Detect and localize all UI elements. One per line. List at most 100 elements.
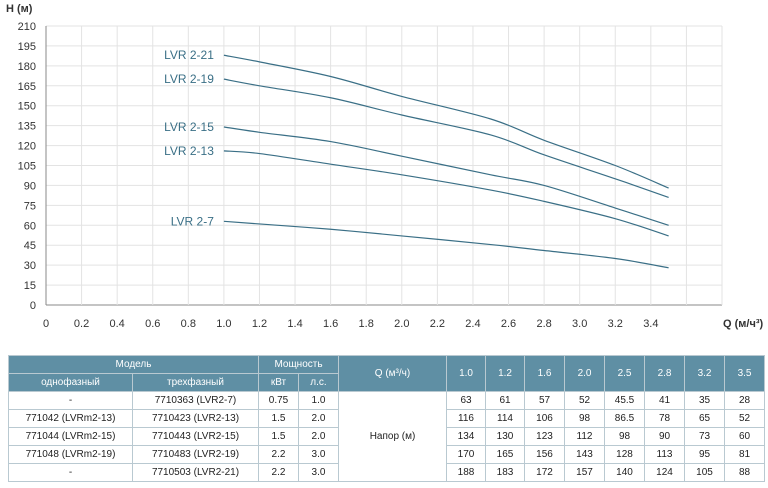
three-phase-model: 7710423 (LVR2-13): [132, 409, 259, 428]
head-value: 98: [604, 427, 646, 446]
x-axis-title: Q (м/ч³): [723, 318, 764, 330]
y-tick-label: 180: [18, 61, 36, 73]
x-tick-label: 0.8: [181, 318, 196, 330]
head-value: 61: [485, 391, 526, 410]
q-value-header: 3.2: [684, 355, 726, 392]
q-value-header: 2.8: [644, 355, 686, 392]
series-line: [223, 78, 669, 198]
head-value: 90: [644, 427, 686, 446]
three-phase-header: трехфазный: [132, 373, 259, 392]
x-tick-label: 2.2: [430, 318, 445, 330]
power-kw: 0.75: [258, 391, 299, 410]
table-row: 771042 (LVRm2-13) 7710423 (LVR2-13) 1.5 2.0…: [8, 409, 766, 428]
head-value: 45.5: [604, 391, 646, 410]
power-header: Мощность: [257, 355, 340, 374]
head-value: 130: [485, 427, 526, 446]
single-phase-model: -: [8, 391, 133, 410]
head-value: 98: [564, 409, 606, 428]
head-value: 57: [524, 391, 566, 410]
flow-header-text: Q (м³/ч): [374, 368, 411, 379]
single-phase-model: 771048 (LVRm2-19): [8, 445, 133, 464]
spec-table-header: Модель Мощность Q (м³/ч) 1.0 1.2 1.6 2.0…: [8, 355, 766, 392]
head-value: 60: [724, 427, 766, 446]
head-value: 140: [604, 463, 646, 482]
single-phase-model: 771044 (LVRm2-15): [8, 427, 133, 446]
y-tick-label: 45: [24, 240, 36, 252]
x-tick-label: 1.0: [216, 318, 231, 330]
head-value: 52: [724, 409, 766, 428]
x-tick-label: 1.4: [287, 318, 302, 330]
series-label: LVR 2-7: [171, 214, 214, 228]
x-tick-label: 2.4: [465, 318, 480, 330]
flow-header: Q (м³/ч): [338, 355, 448, 392]
hp-header: л.с.: [297, 373, 340, 392]
head-value: 183: [485, 463, 526, 482]
model-header: Модель: [8, 355, 259, 374]
chart-curves: [223, 54, 669, 269]
x-tick-label: 3.0: [572, 318, 587, 330]
three-phase-model: 7710503 (LVR2-21): [132, 463, 259, 482]
power-hp: 2.0: [297, 409, 340, 428]
head-value: 116: [446, 409, 487, 428]
head-value: 157: [564, 463, 606, 482]
power-kw: 2.2: [258, 463, 299, 482]
series-label: LVR 2-21: [164, 48, 214, 62]
head-value: 52: [564, 391, 606, 410]
x-tick-label: 2.6: [501, 318, 516, 330]
head-value: 156: [524, 445, 566, 464]
head-value: 41: [644, 391, 686, 410]
q-value-header: 3.5: [724, 355, 766, 392]
y-tick-label: 0: [30, 300, 36, 312]
single-phase-header: однофазный: [8, 373, 133, 392]
head-value: 165: [485, 445, 526, 464]
table-row: -7710363 (LVR2-7) 0.75 1.0 Напор (м) 63 61 57 5…: [8, 391, 766, 482]
head-value: 112: [564, 427, 606, 446]
x-tick-label: 1.2: [252, 318, 267, 330]
head-value: 123: [524, 427, 566, 446]
single-phase-model: 771042 (LVRm2-13): [8, 409, 133, 428]
y-tick-label: 165: [18, 81, 36, 93]
head-value: 28: [724, 391, 766, 410]
y-tick-label: 15: [24, 280, 36, 292]
head-value: 106: [524, 409, 566, 428]
series-label: LVR 2-13: [164, 144, 214, 158]
power-kw: 1.5: [258, 427, 299, 446]
power-kw: 2.2: [258, 445, 299, 464]
x-tick-label: 0.6: [145, 318, 160, 330]
head-value: 172: [524, 463, 566, 482]
x-tick-label: 1.8: [359, 318, 374, 330]
three-phase-model: 7710443 (LVR2-15): [132, 427, 259, 446]
head-value: 78: [644, 409, 686, 428]
series-line: [223, 220, 669, 269]
y-tick-label: 75: [24, 200, 36, 212]
q-value-header: 2.5: [604, 355, 646, 392]
head-value: 170: [446, 445, 487, 464]
y-tick-label: 195: [18, 41, 36, 53]
head-value: 73: [684, 427, 726, 446]
head-value: 65: [684, 409, 726, 428]
head-value: 105: [684, 463, 726, 482]
q-value-header: 1.6: [524, 355, 566, 392]
y-tick-label: 60: [24, 220, 36, 232]
chart-grid: [45, 25, 723, 306]
series-line: [223, 126, 669, 226]
head-value: 128: [604, 445, 646, 464]
power-hp: 3.0: [297, 445, 340, 464]
head-value: 143: [564, 445, 606, 464]
head-label: Напор (м): [369, 431, 416, 442]
pump-spec-table: Модель Мощность Q (м³/ч) 1.0 1.2 1.6 2.0…: [8, 355, 766, 482]
x-tick-label: 3.2: [608, 318, 623, 330]
y-tick-label: 150: [18, 101, 36, 113]
q-value-header: 1.2: [485, 355, 526, 392]
power-hp: 2.0: [297, 427, 340, 446]
head-value: 114: [485, 409, 526, 428]
x-tick-label: 0.2: [74, 318, 89, 330]
power-hp: 3.0: [297, 463, 340, 482]
series-label: LVR 2-15: [164, 120, 214, 134]
head-value: 113: [644, 445, 686, 464]
y-axis-title: H (м): [6, 3, 33, 15]
head-value: 86.5: [604, 409, 646, 428]
curve-labels: LVR 2-21 LVR 2-19 LVR 2-15 LVR 2-13 LVR 2-7: [164, 48, 214, 228]
y-tick-label: 210: [18, 21, 36, 33]
